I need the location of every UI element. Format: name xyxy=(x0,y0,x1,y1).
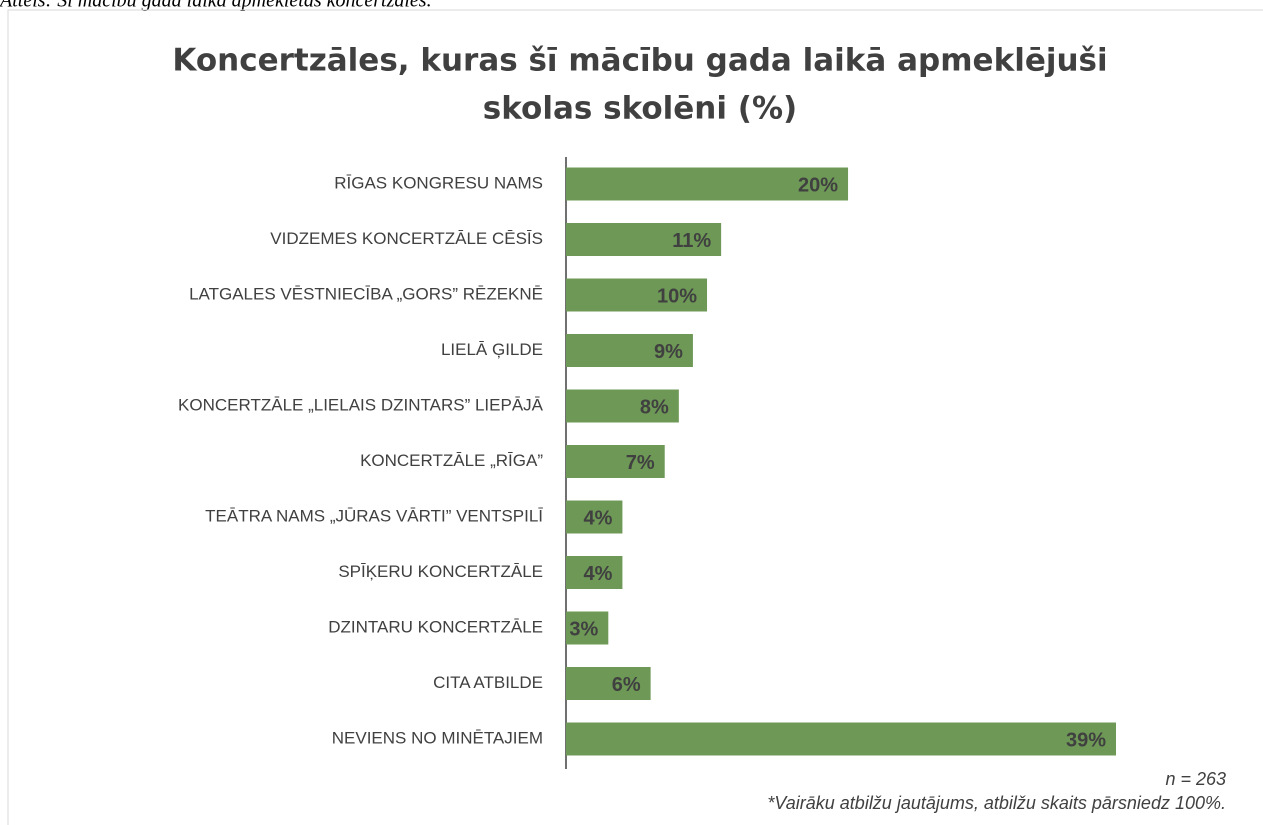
category-label: RĪGAS KONGRESU NAMS xyxy=(334,173,543,192)
value-label: 39% xyxy=(1066,729,1106,751)
value-label: 6% xyxy=(612,674,641,696)
caption: Attēls: Šī mācību gada laikā apmeklētās … xyxy=(0,0,432,12)
bar xyxy=(566,667,651,700)
bar xyxy=(566,556,623,589)
category-label: VIDZEMES KONCERTZĀLE CĒSĪS xyxy=(270,229,543,248)
bar xyxy=(566,278,708,312)
category-label: DZINTARU KONCERTZĀLE xyxy=(328,617,543,636)
bar xyxy=(566,389,679,423)
value-label: 10% xyxy=(657,285,697,307)
value-label: 4% xyxy=(584,563,613,585)
category-label: KONCERTZĀLE „RĪGA” xyxy=(360,451,543,470)
value-label: 9% xyxy=(654,341,683,363)
value-label: 20% xyxy=(798,174,838,196)
chart-title: skolas skolēni (%) xyxy=(483,91,797,127)
bar xyxy=(566,611,609,645)
category-label: LATGALES VĒSTNIECĪBA „GORS” RĒZEKNĒ xyxy=(189,284,543,303)
category-label: TEĀTRA NAMS „JŪRAS VĀRTI” VENTSPILĪ xyxy=(205,506,543,525)
value-label: 7% xyxy=(626,452,655,474)
bar xyxy=(566,500,623,534)
bar xyxy=(566,334,693,367)
category-label: SPĪĶERU KONCERTZĀLE xyxy=(338,562,543,581)
category-label: KONCERTZĀLE „LIELAIS DZINTARS” LIEPĀJĀ xyxy=(178,395,544,414)
bar xyxy=(566,223,722,256)
annotation: *Vairāku atbilžu jautājums, atbilžu skai… xyxy=(767,793,1226,813)
value-label: 11% xyxy=(672,230,711,252)
category-label: NEVIENS NO MINĒTAJIEM xyxy=(332,728,543,747)
chart-border xyxy=(7,9,1263,825)
value-label: 3% xyxy=(569,618,598,640)
category-label: CITA ATBILDE xyxy=(433,673,543,692)
chart-title: Koncertzāles, kuras šī mācību gada laikā… xyxy=(172,43,1107,79)
value-label: 8% xyxy=(640,396,669,418)
value-label: 4% xyxy=(584,507,613,529)
bar xyxy=(566,445,665,478)
annotation: n = 263 xyxy=(1165,769,1226,789)
category-label: LIELĀ ĢILDE xyxy=(441,340,543,359)
bar xyxy=(566,167,849,201)
bar xyxy=(566,722,1116,756)
